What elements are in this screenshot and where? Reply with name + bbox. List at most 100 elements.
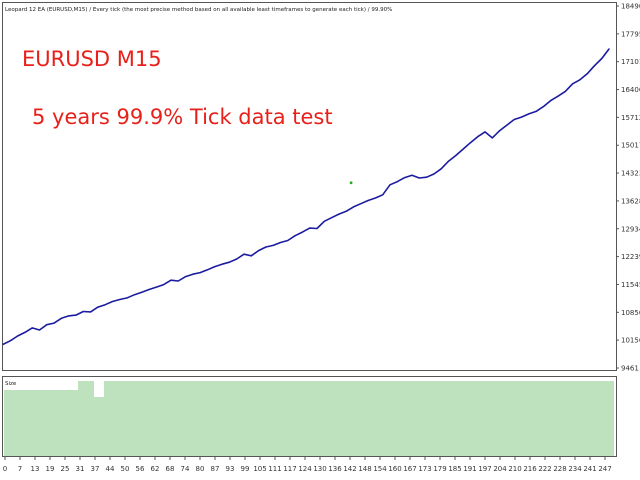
balance-point xyxy=(411,174,413,176)
balance-point xyxy=(228,261,230,263)
balance-point xyxy=(68,315,70,317)
x-tick-label: 93 xyxy=(226,465,235,473)
y-tick-label: 10156 xyxy=(621,337,640,345)
balance-point xyxy=(90,311,92,313)
balance-point xyxy=(316,227,318,230)
size-bars xyxy=(4,381,614,456)
overlay-title: EURUSD M15 xyxy=(22,47,162,71)
balance-point xyxy=(608,48,610,50)
balance-line xyxy=(2,48,610,346)
x-tick-label: 7 xyxy=(18,465,22,473)
balance-point xyxy=(177,280,179,282)
balance-point xyxy=(550,100,552,102)
balance-point xyxy=(477,136,479,138)
balance-point xyxy=(148,288,150,291)
y-tick-label: 12934 xyxy=(621,225,640,233)
x-tick-label: 44 xyxy=(106,465,115,473)
x-tick-label: 247 xyxy=(598,465,611,473)
balance-point xyxy=(374,197,377,199)
balance-point xyxy=(579,79,581,81)
y-tick-label: 15017 xyxy=(621,142,640,150)
balance-point xyxy=(243,253,245,255)
x-tick-label: 31 xyxy=(76,465,85,473)
x-tick-label: 99 xyxy=(241,465,250,473)
balance-point xyxy=(331,217,333,219)
x-tick-label: 105 xyxy=(253,465,266,473)
x-tick-label: 117 xyxy=(283,465,296,473)
balance-point xyxy=(46,324,48,326)
balance-point xyxy=(586,73,588,75)
x-tick-label: 56 xyxy=(136,465,145,473)
balance-point xyxy=(338,213,340,215)
balance-point xyxy=(53,322,55,324)
x-tick-label: 210 xyxy=(508,465,521,473)
y-tick-label: 17795 xyxy=(621,30,640,38)
balance-chart-frame xyxy=(2,2,617,371)
balance-point xyxy=(601,57,603,60)
balance-point xyxy=(250,255,252,257)
balance-point xyxy=(2,343,4,345)
balance-point xyxy=(60,317,63,319)
y-tick-label: 10850 xyxy=(621,309,640,317)
balance-point xyxy=(104,304,106,306)
x-tick-label: 68 xyxy=(166,465,175,473)
x-tick-label: 241 xyxy=(583,465,596,473)
x-tick-label: 228 xyxy=(553,465,566,473)
balance-point xyxy=(38,329,41,331)
x-tick-label: 173 xyxy=(418,465,431,473)
balance-point xyxy=(498,130,501,132)
balance-series xyxy=(2,48,610,346)
balance-point xyxy=(257,249,260,252)
x-tick-label: 234 xyxy=(568,465,582,473)
x-tick-label: 179 xyxy=(433,465,446,473)
balance-point xyxy=(520,116,523,118)
y-tick-label: 12239 xyxy=(621,253,640,261)
balance-point xyxy=(111,300,114,303)
balance-point xyxy=(323,220,325,222)
balance-point xyxy=(133,294,136,296)
balance-point xyxy=(360,203,362,205)
balance-point xyxy=(221,263,223,265)
x-tick-label: 160 xyxy=(388,465,401,473)
balance-point xyxy=(97,306,99,308)
x-tick-label: 80 xyxy=(196,465,205,473)
y-tick-label: 11545 xyxy=(621,281,640,289)
balance-point xyxy=(528,113,530,115)
balance-point xyxy=(433,173,435,175)
y-tick-label: 9461 xyxy=(621,365,639,373)
balance-point xyxy=(484,131,486,133)
x-tick-label: 197 xyxy=(478,465,491,473)
balance-point xyxy=(389,184,391,186)
balance-point xyxy=(535,110,537,113)
balance-point xyxy=(469,142,471,144)
balance-point xyxy=(425,176,428,178)
balance-point xyxy=(119,298,121,301)
x-tick-label: 62 xyxy=(151,465,160,473)
balance-point xyxy=(126,297,128,299)
x-tick-label: 185 xyxy=(448,465,461,473)
balance-point xyxy=(418,177,420,179)
x-tick-label: 148 xyxy=(358,465,371,473)
balance-point xyxy=(572,83,574,85)
x-tick-label: 25 xyxy=(61,465,70,473)
x-tick-label: 216 xyxy=(523,465,537,473)
y-tick-label: 16406 xyxy=(621,86,640,94)
balance-point xyxy=(396,181,398,183)
overlay-subtitle: 5 years 99.9% Tick data test xyxy=(32,105,333,129)
balance-point xyxy=(163,284,165,286)
balance-point xyxy=(272,244,274,246)
balance-point xyxy=(155,286,157,288)
balance-point xyxy=(455,154,457,157)
balance-point xyxy=(301,231,304,233)
balance-point xyxy=(287,239,289,242)
balance-point xyxy=(491,137,493,139)
balance-point xyxy=(440,168,442,170)
balance-point xyxy=(345,210,347,212)
balance-point xyxy=(24,331,26,333)
x-tick-label: 19 xyxy=(46,465,55,473)
balance-point xyxy=(506,124,508,126)
x-tick-label: 124 xyxy=(298,465,312,473)
balance-point xyxy=(199,272,201,274)
balance-point xyxy=(542,106,545,108)
